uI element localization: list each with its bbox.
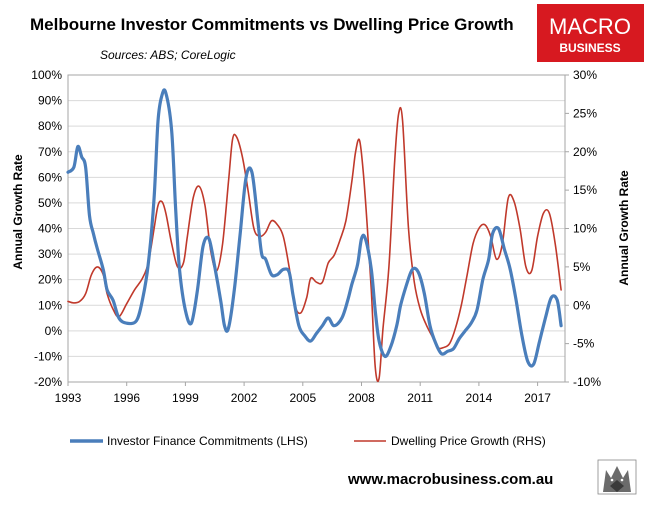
y-left-tick-label: 60% [38, 170, 62, 184]
y-left-tick-label: -10% [34, 349, 62, 363]
y-left-tick-label: 20% [38, 273, 62, 287]
wolf-mascot-icon [597, 459, 637, 495]
logo-background [537, 4, 644, 62]
x-axis-ticks: 1993 1996 1999 2002 2005 2008 2011 2014 2017 [55, 382, 551, 405]
y-right-tick-label: 25% [573, 106, 597, 120]
y-left-tick-label: 100% [31, 68, 62, 82]
series-line-investor-finance [66, 88, 563, 368]
x-tick-label: 2008 [348, 391, 375, 405]
y-axis-left-title: Annual Growth Rate [11, 154, 25, 270]
y-left-tick-label: 70% [38, 145, 62, 159]
left-axis-ticks: 100% 90% 80% 70% 60% 50% 40% 30% 20% 10% 0% -10% -20… [31, 68, 62, 389]
x-tick-label: 1999 [172, 391, 199, 405]
x-tick-label: 1993 [55, 391, 82, 405]
legend-label-investor: Investor Finance Commitments (LHS) [107, 434, 308, 448]
logo-line2: BUSINESS [559, 41, 620, 55]
right-axis-ticks: 30% 25% 20% 15% 10% 5% 0% -5% -10% [565, 68, 601, 389]
logo-line1: MACRO [549, 14, 631, 39]
y-left-tick-label: 10% [38, 298, 62, 312]
legend: Investor Finance Commitments (LHS) Dwell… [70, 434, 546, 448]
y-right-tick-label: 10% [573, 222, 597, 236]
y-axis-right-title: Annual Growth Rate [617, 170, 631, 286]
y-left-tick-label: 40% [38, 222, 62, 236]
x-tick-label: 1996 [113, 391, 140, 405]
y-left-tick-label: 80% [38, 119, 62, 133]
series-lines [66, 88, 563, 383]
y-right-tick-label: 0% [573, 298, 591, 312]
y-right-tick-label: 20% [573, 145, 597, 159]
y-left-tick-label: 90% [38, 94, 62, 108]
x-tick-label: 2017 [524, 391, 551, 405]
y-right-tick-label: -10% [573, 375, 601, 389]
y-left-tick-label: 30% [38, 247, 62, 261]
chart-title: Melbourne Investor Commitments vs Dwelli… [30, 15, 514, 34]
series-line-dwelling-price [67, 106, 562, 383]
y-left-tick-label: 0% [45, 324, 63, 338]
y-right-tick-label: 5% [573, 260, 591, 274]
chart-subtitle: Sources: ABS; CoreLogic [100, 48, 236, 62]
x-tick-label: 2005 [289, 391, 316, 405]
legend-label-dwelling: Dwelling Price Growth (RHS) [391, 434, 546, 448]
x-tick-label: 2014 [466, 391, 493, 405]
y-right-tick-label: -5% [573, 337, 595, 351]
x-tick-label: 2011 [407, 391, 433, 405]
macrobusiness-logo: MACRO BUSINESS [537, 4, 644, 62]
y-right-tick-label: 30% [573, 68, 597, 82]
y-right-tick-label: 15% [573, 183, 597, 197]
y-left-tick-label: 50% [38, 196, 62, 210]
x-tick-label: 2002 [231, 391, 258, 405]
footer-website: www.macrobusiness.com.au [347, 471, 553, 488]
y-left-tick-label: -20% [34, 375, 62, 389]
